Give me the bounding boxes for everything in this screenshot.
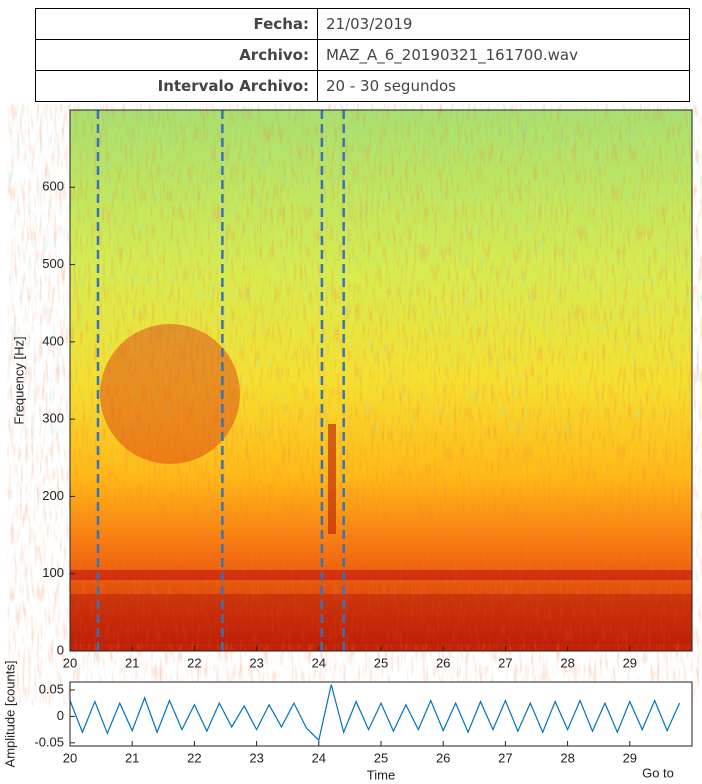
x-tick-label: 28	[560, 750, 574, 765]
plot-area	[70, 682, 692, 746]
x-tick-label: 28	[560, 655, 574, 670]
x-tick-label: 25	[374, 750, 388, 765]
x-axis-label: Time	[367, 767, 395, 782]
y-tick-label: 200	[42, 488, 64, 503]
x-tick-label: 21	[125, 750, 139, 765]
x-tick-label: 27	[498, 655, 512, 670]
y-tick-label: 300	[42, 411, 64, 426]
spectrogram-image	[70, 110, 692, 651]
y-tick-label: 600	[42, 179, 64, 194]
x-tick-label: 24	[312, 750, 326, 765]
x-tick-label: 20	[63, 750, 77, 765]
axes-frame	[69, 109, 693, 652]
x-tick-label: 22	[187, 750, 201, 765]
x-tick-label: 25	[374, 655, 388, 670]
y-tick-label: -0.05	[34, 734, 64, 749]
x-tick-label: 29	[623, 750, 637, 765]
go-to-button[interactable]: Go to	[642, 765, 674, 780]
y-tick-label: 0	[57, 708, 64, 723]
label: Intervalo Archivo:	[35, 70, 318, 102]
value: MAZ_A_6_20190321_161700.wav	[317, 39, 690, 71]
y-axis-label: Amplitude [counts]	[2, 661, 17, 768]
row: Fecha: 21/03/2019	[35, 8, 690, 40]
x-tick-label: 29	[623, 655, 637, 670]
value: 21/03/2019	[317, 8, 690, 40]
y-tick-label: 100	[42, 565, 64, 580]
x-tick-label: 24	[312, 655, 326, 670]
label: Archivo:	[35, 39, 318, 71]
row: Archivo: MAZ_A_6_20190321_161700.wav	[35, 39, 690, 71]
y-tick-label: 500	[42, 256, 64, 271]
x-tick-label: 26	[436, 655, 450, 670]
axes-frame	[69, 681, 693, 747]
y-tick-label: 0	[57, 642, 64, 657]
row: Intervalo Archivo: 20 - 30 segundos	[35, 70, 690, 102]
value: 20 - 30 segundos	[317, 70, 690, 102]
x-tick-label: 23	[249, 750, 263, 765]
charts: 20 21 22 23 24 25 26 27 28 290100200300400500600F…	[2, 109, 693, 782]
y-axis-label: Frequency [Hz]	[11, 336, 26, 424]
x-tick-label: 21	[125, 655, 139, 670]
y-tick-label: 400	[42, 333, 64, 348]
x-tick-label: 26	[436, 750, 450, 765]
x-tick-label: 20	[63, 655, 77, 670]
label: Fecha:	[35, 8, 318, 40]
info-table: Fecha: 21/03/2019 Archivo: MAZ_A_6_2019032…	[35, 8, 690, 102]
x-tick-label: 23	[249, 655, 263, 670]
waveform	[69, 684, 681, 742]
y-tick-label: 0.05	[39, 681, 64, 696]
x-tick-label: 27	[498, 750, 512, 765]
x-tick-label: 22	[187, 655, 201, 670]
